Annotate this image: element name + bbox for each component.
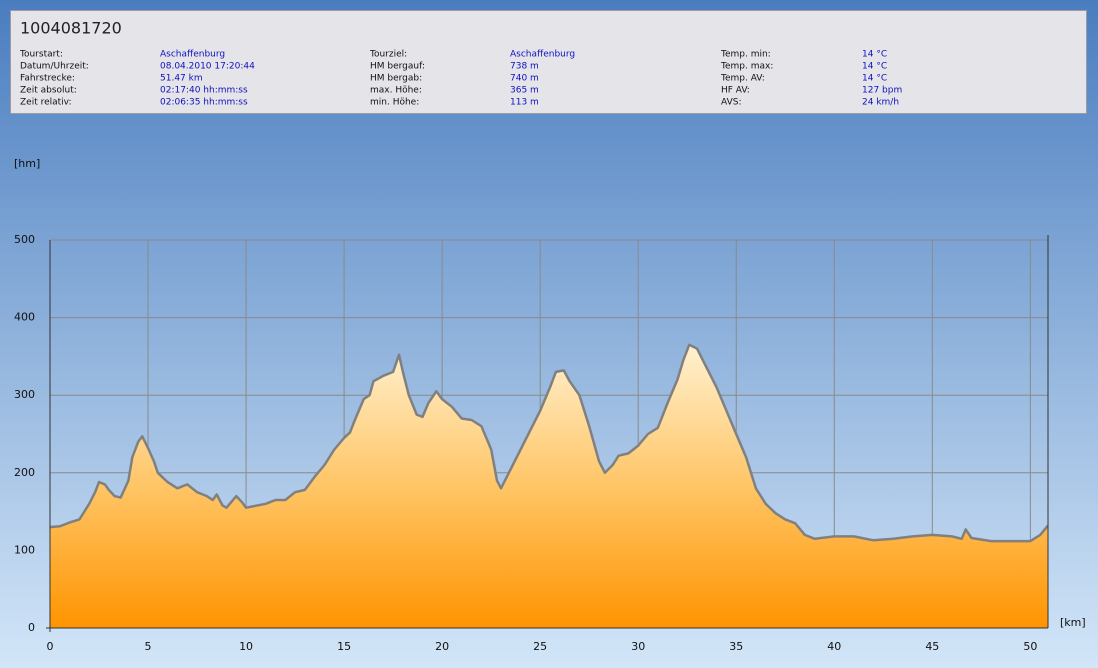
info-value: 08.04.2010 17:20:44 — [160, 62, 255, 72]
info-label: Temp. min: — [720, 50, 771, 60]
info-label: Datum/Uhrzeit: — [20, 62, 89, 72]
y-tick-label: 500 — [14, 233, 35, 246]
x-tick-label: 10 — [239, 640, 253, 653]
info-label: HM bergab: — [370, 74, 422, 84]
info-value: Aschaffenburg — [510, 50, 575, 60]
info-value: 51.47 km — [160, 74, 203, 84]
info-label: Fahrstrecke: — [20, 74, 75, 84]
x-tick-label: 20 — [435, 640, 449, 653]
y-tick-label: 300 — [14, 388, 35, 401]
y-axis-label: [hm] — [14, 157, 40, 170]
info-value: 127 bpm — [862, 86, 902, 96]
y-tick-label: 100 — [14, 543, 35, 556]
profile-line — [49, 343, 1049, 543]
y-tick-label: 0 — [28, 621, 35, 634]
info-label: Temp. AV: — [720, 74, 765, 84]
x-tick-label: 35 — [729, 640, 743, 653]
info-label: Zeit relativ: — [20, 98, 72, 108]
info-value: 14 °C — [862, 74, 887, 84]
x-tick-label: 30 — [631, 640, 645, 653]
y-tick-label: 400 — [14, 311, 35, 324]
info-label: Zeit absolut: — [20, 86, 77, 96]
info-label: HM bergauf: — [370, 62, 425, 72]
info-label: max. Höhe: — [370, 86, 422, 96]
info-value: 740 m — [510, 74, 539, 84]
x-axis-label: [km] — [1060, 616, 1086, 629]
info-value: 02:17:40 hh:mm:ss — [160, 86, 248, 96]
x-tick-label: 45 — [925, 640, 939, 653]
info-value: 02:06:35 hh:mm:ss — [160, 98, 248, 108]
info-label: min. Höhe: — [370, 98, 419, 108]
info-value: Aschaffenburg — [160, 50, 225, 60]
info-value: 14 °C — [862, 62, 887, 72]
x-tick-label: 25 — [533, 640, 547, 653]
info-label: Temp. max: — [720, 62, 773, 72]
x-tick-label: 40 — [827, 640, 841, 653]
x-tick-label: 15 — [337, 640, 351, 653]
info-label: Tourstart: — [19, 50, 63, 60]
info-value: 738 m — [510, 62, 539, 72]
x-tick-label: 50 — [1023, 640, 1037, 653]
area-fill — [50, 344, 1048, 628]
info-value: 24 km/h — [862, 98, 899, 108]
info-value: 113 m — [510, 98, 539, 108]
info-value: 365 m — [510, 86, 539, 96]
x-tick-label: 5 — [145, 640, 152, 653]
info-label: Tourziel: — [369, 50, 407, 60]
info-label: AVS: — [721, 98, 741, 108]
info-panel — [10, 10, 1087, 114]
y-tick-label: 200 — [14, 466, 35, 479]
x-tick-label: 0 — [47, 640, 54, 653]
info-value: 14 °C — [862, 50, 887, 60]
title: 1004081720 — [20, 19, 122, 38]
info-label: HF AV: — [721, 86, 750, 96]
